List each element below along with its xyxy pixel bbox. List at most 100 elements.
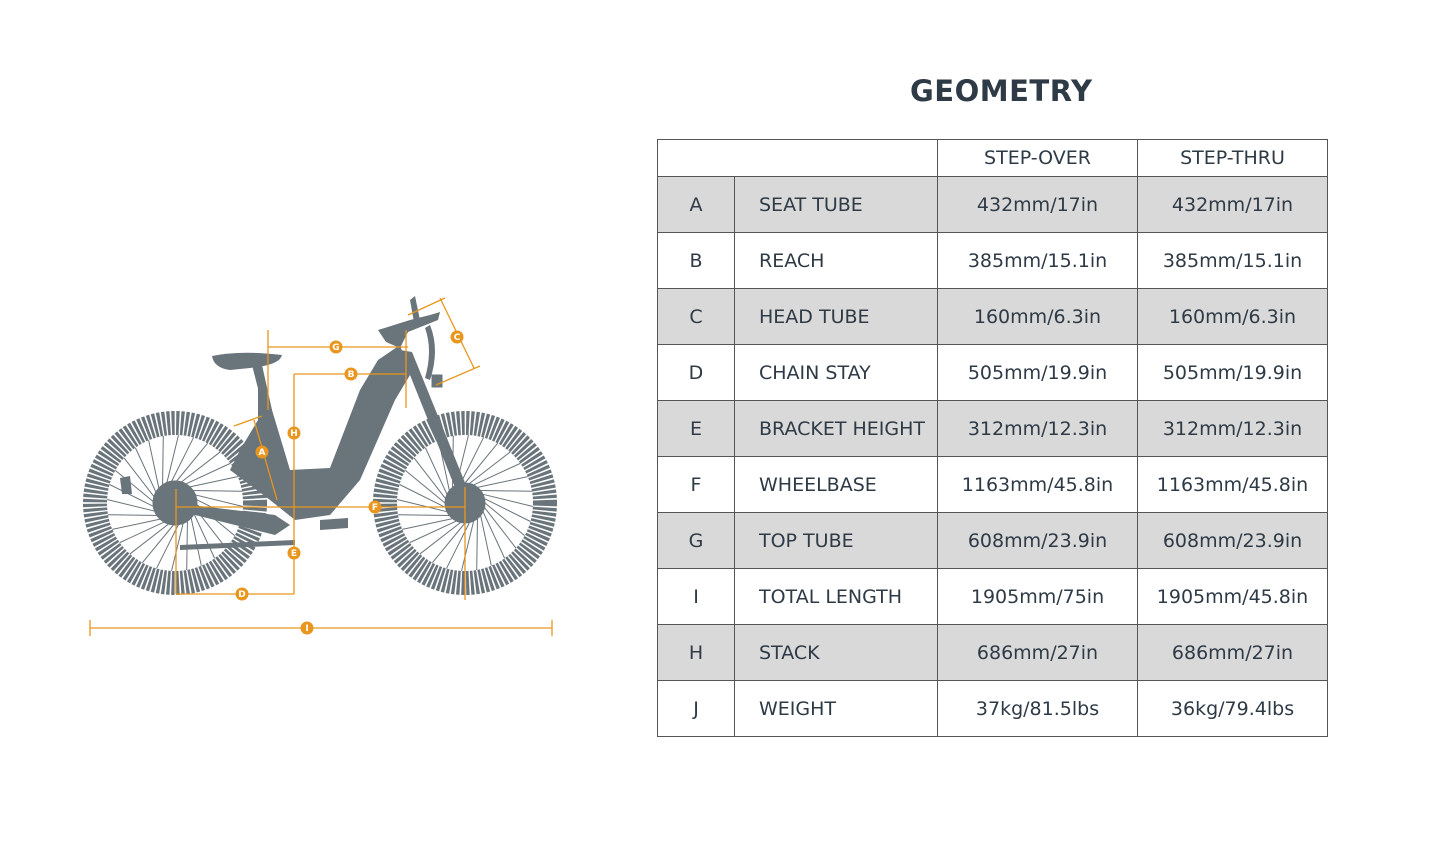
spoke [162,436,164,488]
cell-step-thru: 385mm/15.1in [1137,232,1328,289]
cell-letter: A [657,176,735,233]
dimension-marker-b: B [344,367,358,381]
spoke [399,484,446,508]
cell-letter: H [657,624,735,681]
cell-step-over: 608mm/23.9in [937,512,1138,569]
cell-name: WHEELBASE [734,456,938,513]
cell-letter: G [657,512,735,569]
cell-name: CHAIN STAY [734,344,938,401]
spoke [480,515,492,566]
spoke [484,507,517,549]
cell-step-over: 312mm/12.3in [937,400,1138,457]
header-blank [657,139,938,177]
cell-letter: F [657,456,735,513]
dimension-lines [89,297,553,636]
cell-step-over: 37kg/81.5lbs [937,680,1138,737]
spoke [112,518,163,530]
cell-step-over: 1163mm/45.8in [937,456,1138,513]
bike-silhouette [83,296,557,595]
cell-step-thru: 160mm/6.3in [1137,288,1328,345]
spoke [106,499,158,513]
spoke [165,434,179,486]
spoke [482,493,534,507]
table-row: F WHEELBASE 1163mm/45.8in 1163mm/45.8in [657,456,1328,513]
spoke [484,498,531,522]
cell-step-over: 385mm/15.1in [937,232,1138,289]
spoke [419,522,461,555]
cell-name: HEAD TUBE [734,288,938,345]
cell-letter: C [657,288,735,345]
spoke [409,520,457,544]
spoke [190,515,202,566]
dimension-label: E [291,549,297,559]
table-header-row: STEP-OVER STEP-THRU [657,139,1328,177]
dimension-marker-h: H [287,426,301,440]
table-row: C HEAD TUBE 160mm/6.3in 160mm/6.3in [657,288,1328,345]
cell-name: WEIGHT [734,680,938,737]
spoke [123,457,156,499]
spoke [190,490,242,492]
cell-step-thru: 686mm/27in [1137,624,1328,681]
table-row: A SEAT TUBE 432mm/17in 432mm/17in [657,176,1328,233]
cell-name: REACH [734,232,938,289]
spoke [119,520,167,544]
spoke [170,437,194,484]
table-row: D CHAIN STAY 505mm/19.9in 505mm/19.9in [657,344,1328,401]
cell-step-over: 1905mm/75in [937,568,1138,625]
spoke [446,522,470,569]
spoke [192,511,216,559]
spoke [480,490,532,492]
cell-step-thru: 1905mm/45.8in [1137,568,1328,625]
table-row: I TOTAL LENGTH 1905mm/75in 1905mm/45.8in [657,568,1328,625]
spoke [109,484,156,508]
spoke [469,451,511,484]
spoke [148,440,160,491]
dimension-marker-c: C [450,330,464,344]
cell-step-thru: 608mm/23.9in [1137,512,1328,569]
header-step-over: STEP-OVER [937,139,1138,177]
spoke [142,522,176,563]
spoke [405,470,446,504]
dimension-marker-a: A [255,445,269,459]
spoke [477,476,528,488]
cell-step-over: 505mm/19.9in [937,344,1138,401]
spoke [402,518,453,530]
dimension-marker-d: D [235,587,249,601]
table-row: H STACK 686mm/27in 686mm/27in [657,624,1328,681]
cell-letter: D [657,344,735,401]
cell-name: SEAT TUBE [734,176,938,233]
spoke [174,443,208,484]
spoke [183,462,231,486]
spoke [482,511,506,559]
cell-step-thru: 432mm/17in [1137,176,1328,233]
table-row: G TOP TUBE 608mm/23.9in 608mm/23.9in [657,512,1328,569]
cell-name: STACK [734,624,938,681]
spoke [476,518,478,570]
cell-letter: J [657,680,735,737]
spoke [424,447,448,495]
dimension-label: F [372,503,378,513]
cell-letter: B [657,232,735,289]
dimension-marker-i: I [300,621,314,635]
spoke [129,522,171,555]
cell-step-thru: 1163mm/45.8in [1137,456,1328,513]
cell-name: TOP TUBE [734,512,938,569]
dimension-marker-f: F [368,500,382,514]
spoke [461,520,475,572]
dimension-label: G [332,343,339,353]
dimension-label: B [348,370,355,380]
dimension-marker-e: E [287,546,301,560]
spoke [484,502,525,536]
rear-wheel [83,411,267,595]
spoke [108,514,160,516]
table-row: J WEIGHT 37kg/81.5lbs 36kg/79.4lbs [657,680,1328,737]
cell-letter: E [657,400,735,457]
dimension-label: C [454,333,461,343]
front-wheel [373,411,557,595]
spoke [171,520,185,572]
dimension-label: A [259,448,266,458]
cell-letter: I [657,568,735,625]
cell-step-over: 432mm/17in [937,176,1138,233]
spoke [186,518,188,570]
geometry-table: STEP-OVER STEP-THRU A SEAT TUBE 432mm/17in… [657,139,1328,737]
